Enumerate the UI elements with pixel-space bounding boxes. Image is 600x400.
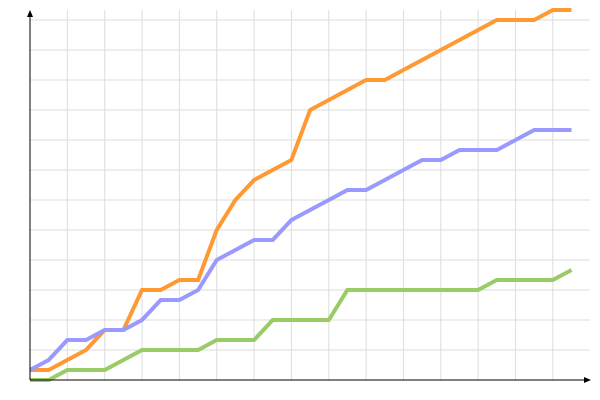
series-line-2 bbox=[29, 128, 572, 372]
series-line-3 bbox=[30, 268, 573, 382]
y-axis-arrow-icon bbox=[27, 10, 33, 17]
series-group bbox=[29, 8, 573, 382]
series-line-1 bbox=[30, 8, 572, 372]
grid bbox=[30, 10, 590, 380]
axes bbox=[27, 10, 591, 383]
x-axis-arrow-icon bbox=[584, 377, 591, 383]
